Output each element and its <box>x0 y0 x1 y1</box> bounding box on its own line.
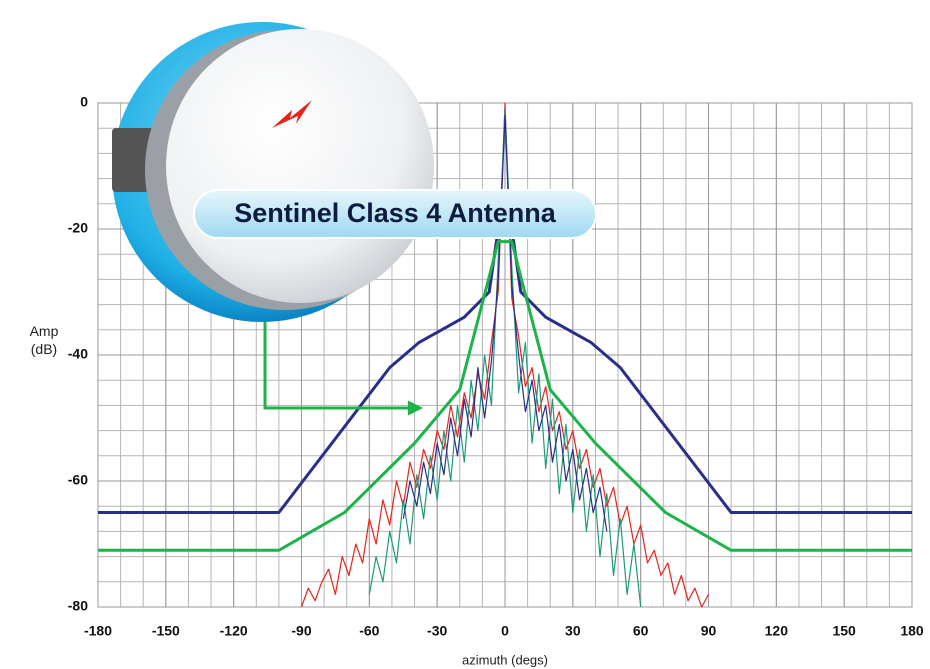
x-axis-label: azimuth (degs) <box>462 652 548 667</box>
y-tick-label: -60 <box>68 472 88 488</box>
x-tick-label: -180 <box>84 623 112 639</box>
x-tick-label: 30 <box>565 623 581 639</box>
x-tick-label: -120 <box>220 623 248 639</box>
y-tick-label: -40 <box>68 346 88 362</box>
antenna-face <box>166 29 434 303</box>
x-tick-label: 0 <box>501 623 509 639</box>
y-tick-label: -80 <box>68 598 88 614</box>
chart-title: Sentinel Class 4 Antenna <box>234 198 557 228</box>
x-tick-label: -90 <box>291 623 311 639</box>
x-tick-label: -30 <box>427 623 447 639</box>
x-tick-label: -60 <box>359 623 379 639</box>
x-tick-label: 150 <box>832 623 856 639</box>
page: {"chart_data": {"type": "line", "title":… <box>0 0 930 669</box>
x-tick-label: 120 <box>765 623 789 639</box>
x-tick-label: -150 <box>152 623 180 639</box>
chart: -180 -150 -120 -90 -60 -30 0 30 60 90 120 150 180 0 -2… <box>0 0 930 669</box>
x-tick-label: 180 <box>900 623 924 639</box>
y-tick-label: -20 <box>68 220 88 236</box>
x-tick-label: 90 <box>701 623 717 639</box>
y-tick-label: 0 <box>80 94 88 110</box>
x-tick-label: 60 <box>633 623 649 639</box>
y-axis-label: Amp (dB) <box>22 322 66 358</box>
